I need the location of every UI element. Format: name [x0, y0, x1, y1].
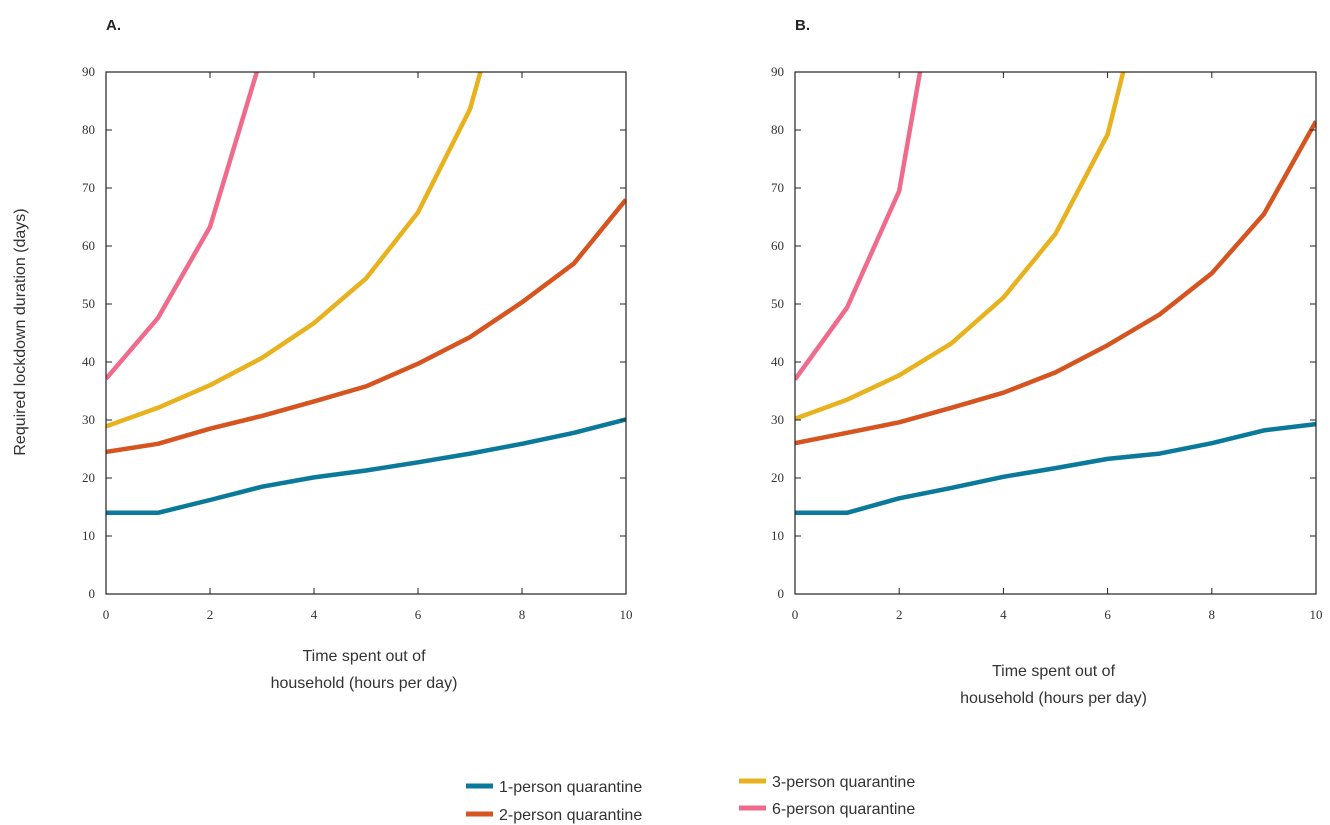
- x-axis-title-line-1: Time spent out of: [302, 648, 426, 665]
- x-tick-label: 0: [103, 607, 110, 622]
- x-tick-label: 6: [1104, 607, 1111, 622]
- y-tick-label: 20: [82, 470, 95, 485]
- legend-label: 2-person quarantine: [499, 807, 642, 824]
- series-line-3-person: [106, 72, 483, 429]
- series-line-6-person: [795, 72, 923, 381]
- series-line-6-person: [106, 72, 259, 381]
- x-tick-label: 0: [792, 607, 799, 622]
- series-group: [106, 72, 626, 516]
- y-tick-label: 10: [82, 528, 95, 543]
- y-tick-label: 80: [771, 122, 784, 137]
- legend-label: 6-person quarantine: [772, 801, 915, 818]
- panel-title: B.: [795, 17, 810, 34]
- y-tick-label: 0: [89, 586, 96, 601]
- x-tick-label: 10: [620, 607, 633, 622]
- y-tick-label: 70: [82, 180, 95, 195]
- series-line-1-person: [795, 421, 1316, 516]
- y-tick-label: 30: [771, 412, 784, 427]
- panel-a: A. 0 10 20 30 40 50 60 70 80 90 0 2 4 6 8 10 Time spent o…: [82, 17, 633, 692]
- x-tick-label: 4: [311, 607, 318, 622]
- y-tick-label: 50: [82, 296, 95, 311]
- y-tick-label: 90: [82, 64, 95, 79]
- y-axis-title: Required lockdown duration (days): [12, 208, 29, 455]
- panel-b: B. 0 10 20 30 40 50 60 70 80 90 0 2 4 6 8 10 Time spent o…: [771, 17, 1323, 707]
- y-tick-label: 0: [778, 586, 785, 601]
- y-tick-label: 40: [82, 354, 95, 369]
- x-axis-title-line-2: household (hours per day): [271, 675, 458, 692]
- y-tick-label: 70: [771, 180, 784, 195]
- y-tick-label: 80: [82, 122, 95, 137]
- x-tick-label: 8: [519, 607, 526, 622]
- x-tick-label: 4: [1000, 607, 1007, 622]
- y-tick-label: 40: [771, 354, 784, 369]
- y-tick-label: 60: [82, 238, 95, 253]
- y-tick-label: 90: [771, 64, 784, 79]
- series-group: [795, 72, 1316, 516]
- legend-item-1-person: 1-person quarantine: [466, 779, 642, 796]
- legend-item-3-person: 3-person quarantine: [739, 774, 915, 791]
- plot-frame: [105, 71, 627, 595]
- legend-item-6-person: 6-person quarantine: [739, 801, 915, 818]
- series-line-1-person: [106, 417, 626, 516]
- y-tick-label: 10: [771, 528, 784, 543]
- x-tick-label: 10: [1310, 607, 1323, 622]
- legend-label: 1-person quarantine: [499, 779, 642, 796]
- x-tick-label: 8: [1209, 607, 1216, 622]
- plot-frame: [794, 71, 1317, 595]
- x-axis-title-line-1: Time spent out of: [992, 663, 1116, 680]
- x-tick-label: 6: [415, 607, 422, 622]
- y-tick-label: 50: [771, 296, 784, 311]
- panel-title: A.: [106, 17, 121, 34]
- legend-label: 3-person quarantine: [772, 774, 915, 791]
- x-tick-label: 2: [896, 607, 903, 622]
- legend: 1-person quarantine 3-person quarantine 2-…: [466, 774, 915, 824]
- x-axis-title-line-2: household (hours per day): [960, 690, 1147, 707]
- series-line-2-person: [795, 120, 1316, 446]
- y-tick-label: 60: [771, 238, 784, 253]
- series-line-3-person: [795, 72, 1126, 421]
- x-tick-label: 2: [207, 607, 214, 622]
- legend-item-2-person: 2-person quarantine: [466, 807, 642, 824]
- y-tick-label: 20: [771, 470, 784, 485]
- y-tick-label: 30: [82, 412, 95, 427]
- series-line-2-person: [106, 198, 626, 455]
